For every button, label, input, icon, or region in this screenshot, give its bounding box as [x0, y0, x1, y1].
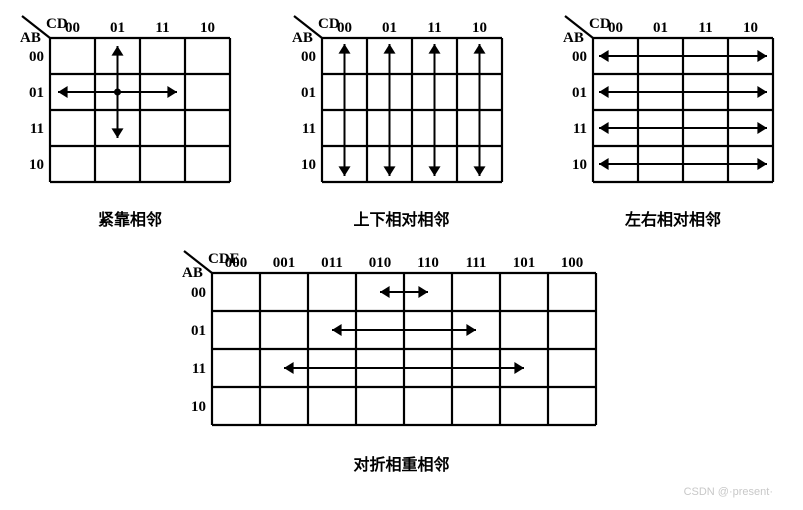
svg-text:11: 11: [30, 121, 44, 137]
svg-text:AB: AB: [563, 30, 584, 46]
kmap-close: CDAB0001111000011110: [10, 10, 250, 200]
svg-text:11: 11: [155, 20, 169, 36]
svg-text:110: 110: [417, 255, 439, 271]
caption-vertical: 上下相对相邻: [353, 206, 449, 230]
svg-text:AB: AB: [292, 30, 313, 46]
kmap-horizontal: CDAB0001111000011110: [553, 10, 793, 200]
svg-text:00: 00: [337, 20, 352, 36]
svg-text:10: 10: [200, 20, 215, 36]
panel-adjacent-fold: CDEAB00000101101011011110110000011110 对折…: [172, 245, 632, 475]
svg-text:00: 00: [65, 20, 80, 36]
svg-text:00: 00: [301, 49, 316, 65]
svg-text:AB: AB: [20, 30, 41, 46]
svg-text:11: 11: [573, 121, 587, 137]
watermark-text: CSDN @·present·: [684, 486, 773, 498]
svg-text:010: 010: [368, 255, 391, 271]
svg-text:10: 10: [29, 157, 44, 173]
svg-text:00: 00: [572, 49, 587, 65]
svg-text:00: 00: [191, 285, 206, 301]
svg-text:01: 01: [653, 20, 668, 36]
panel-adjacent-vertical: CDAB0001111000011110 上下相对相邻: [282, 10, 522, 230]
svg-text:00: 00: [29, 49, 44, 65]
svg-text:AB: AB: [182, 265, 203, 281]
svg-text:01: 01: [301, 85, 316, 101]
svg-text:11: 11: [698, 20, 712, 36]
svg-text:111: 111: [465, 255, 486, 271]
svg-text:01: 01: [29, 85, 44, 101]
caption-fold: 对折相重相邻: [353, 451, 449, 475]
svg-text:011: 011: [321, 255, 343, 271]
svg-text:01: 01: [572, 85, 587, 101]
svg-text:01: 01: [191, 323, 206, 339]
svg-text:01: 01: [382, 20, 397, 36]
svg-text:11: 11: [427, 20, 441, 36]
svg-text:10: 10: [191, 399, 206, 415]
svg-text:11: 11: [191, 361, 205, 377]
svg-text:10: 10: [572, 157, 587, 173]
svg-text:100: 100: [560, 255, 583, 271]
svg-text:001: 001: [272, 255, 295, 271]
svg-text:10: 10: [301, 157, 316, 173]
panel-adjacent-horizontal: CDAB0001111000011110 左右相对相邻: [553, 10, 793, 230]
svg-text:000: 000: [224, 255, 247, 271]
kmap-vertical: CDAB0001111000011110: [282, 10, 522, 200]
svg-text:10: 10: [472, 20, 487, 36]
svg-text:00: 00: [608, 20, 623, 36]
panel-adjacent-close: CDAB0001111000011110 紧靠相邻: [10, 10, 250, 230]
caption-close: 紧靠相邻: [98, 206, 162, 230]
caption-horizontal: 左右相对相邻: [625, 206, 721, 230]
svg-text:11: 11: [301, 121, 315, 137]
svg-text:01: 01: [110, 20, 125, 36]
svg-text:10: 10: [743, 20, 758, 36]
svg-text:101: 101: [512, 255, 535, 271]
kmap-fold: CDEAB00000101101011011110110000011110: [172, 245, 632, 445]
